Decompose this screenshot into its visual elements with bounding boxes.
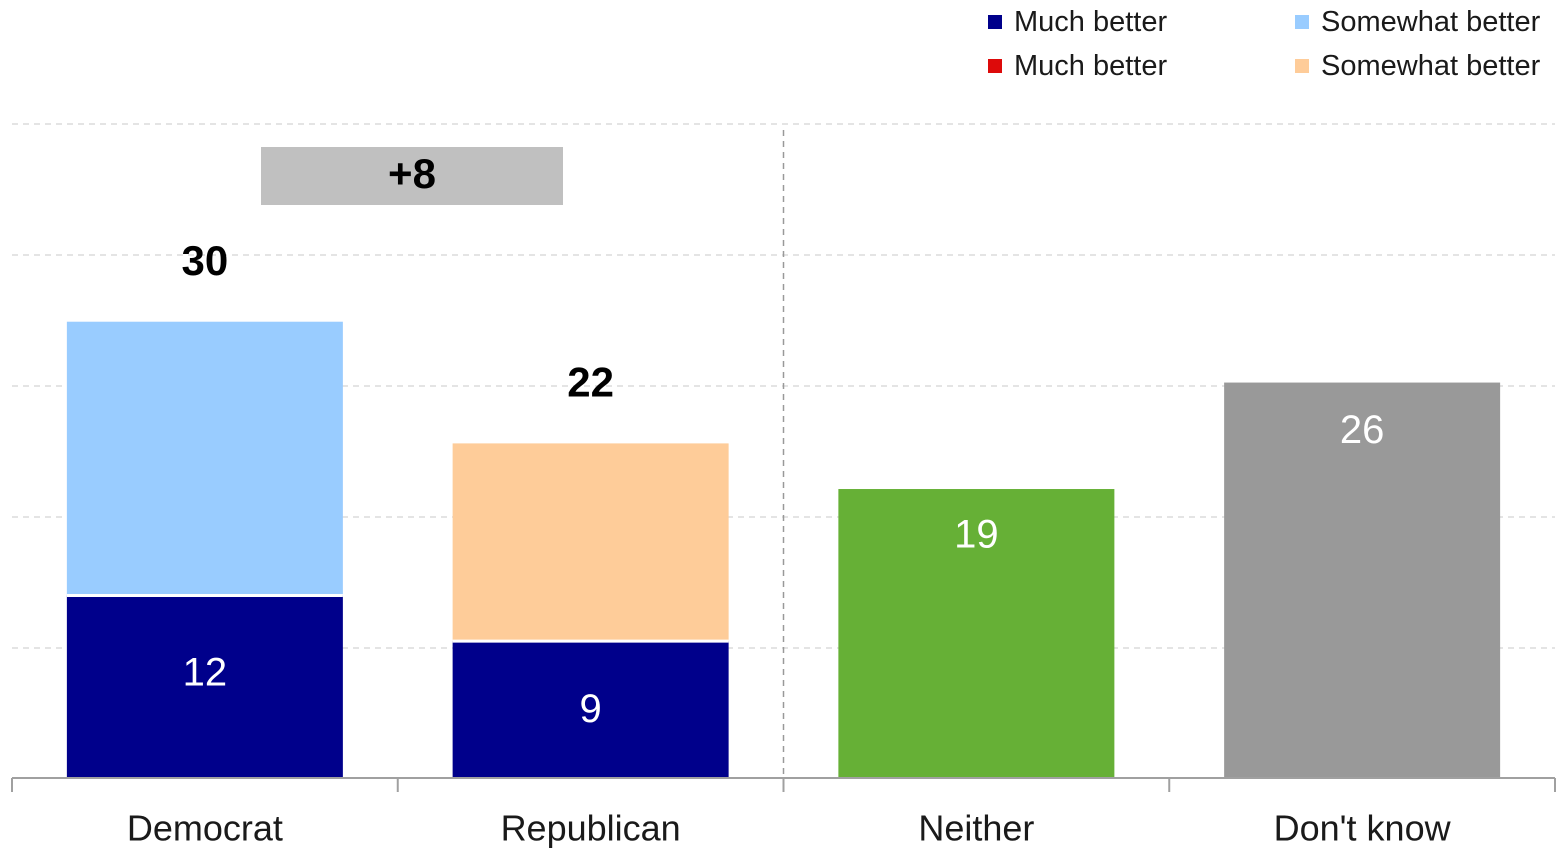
bar-republican-much-better xyxy=(452,641,729,778)
legend-label-rep-somewhat-better: Somewhat better xyxy=(1321,49,1541,82)
x-tick-label-neither: Neither xyxy=(918,808,1034,849)
legend-swatch-dem-somewhat-better xyxy=(1295,15,1309,29)
bar-don-t-know-total xyxy=(1224,382,1501,778)
x-tick-label-republican: Republican xyxy=(501,808,681,849)
legend-swatch-dem-much-better xyxy=(988,15,1002,29)
legend-item-rep-much-better: Much better xyxy=(988,48,1167,84)
legend-label-dem-somewhat-better: Somewhat better xyxy=(1321,5,1541,38)
legend-item-dem-much-better: Much better xyxy=(988,4,1167,40)
total-label-republican: 22 xyxy=(567,358,614,405)
data-label-dont-know: 26 xyxy=(1340,408,1385,452)
data-label-republican-much-better: 9 xyxy=(580,687,602,731)
bar-democrat-much-better xyxy=(66,595,343,778)
legend-label-dem-much-better: Much better xyxy=(1014,5,1168,38)
chart-legend: Much better Somewhat better Much better … xyxy=(0,4,1562,94)
bar-democrat-somewhat-better xyxy=(66,321,343,596)
difference-annotation-box xyxy=(261,147,563,205)
x-tick-label-democrat: Democrat xyxy=(127,808,283,849)
x-tick-label-don-t-know: Don't know xyxy=(1274,808,1452,849)
data-label-neither: 19 xyxy=(954,513,999,557)
total-label-democrat: 30 xyxy=(182,237,229,284)
bar-neither-total xyxy=(838,489,1115,778)
data-label-democrat-much-better: 12 xyxy=(183,650,228,694)
bar-republican-somewhat-better xyxy=(452,443,729,642)
legend-label-rep-much-better: Much better xyxy=(1014,49,1168,82)
legend-item-rep-somewhat-better: Somewhat better xyxy=(1295,48,1540,84)
legend-swatch-rep-somewhat-better xyxy=(1295,59,1309,73)
legend-item-dem-somewhat-better: Somewhat better xyxy=(1295,4,1540,40)
difference-annotation-label: +8 xyxy=(388,150,436,197)
legend-swatch-rep-much-better xyxy=(988,59,1002,73)
